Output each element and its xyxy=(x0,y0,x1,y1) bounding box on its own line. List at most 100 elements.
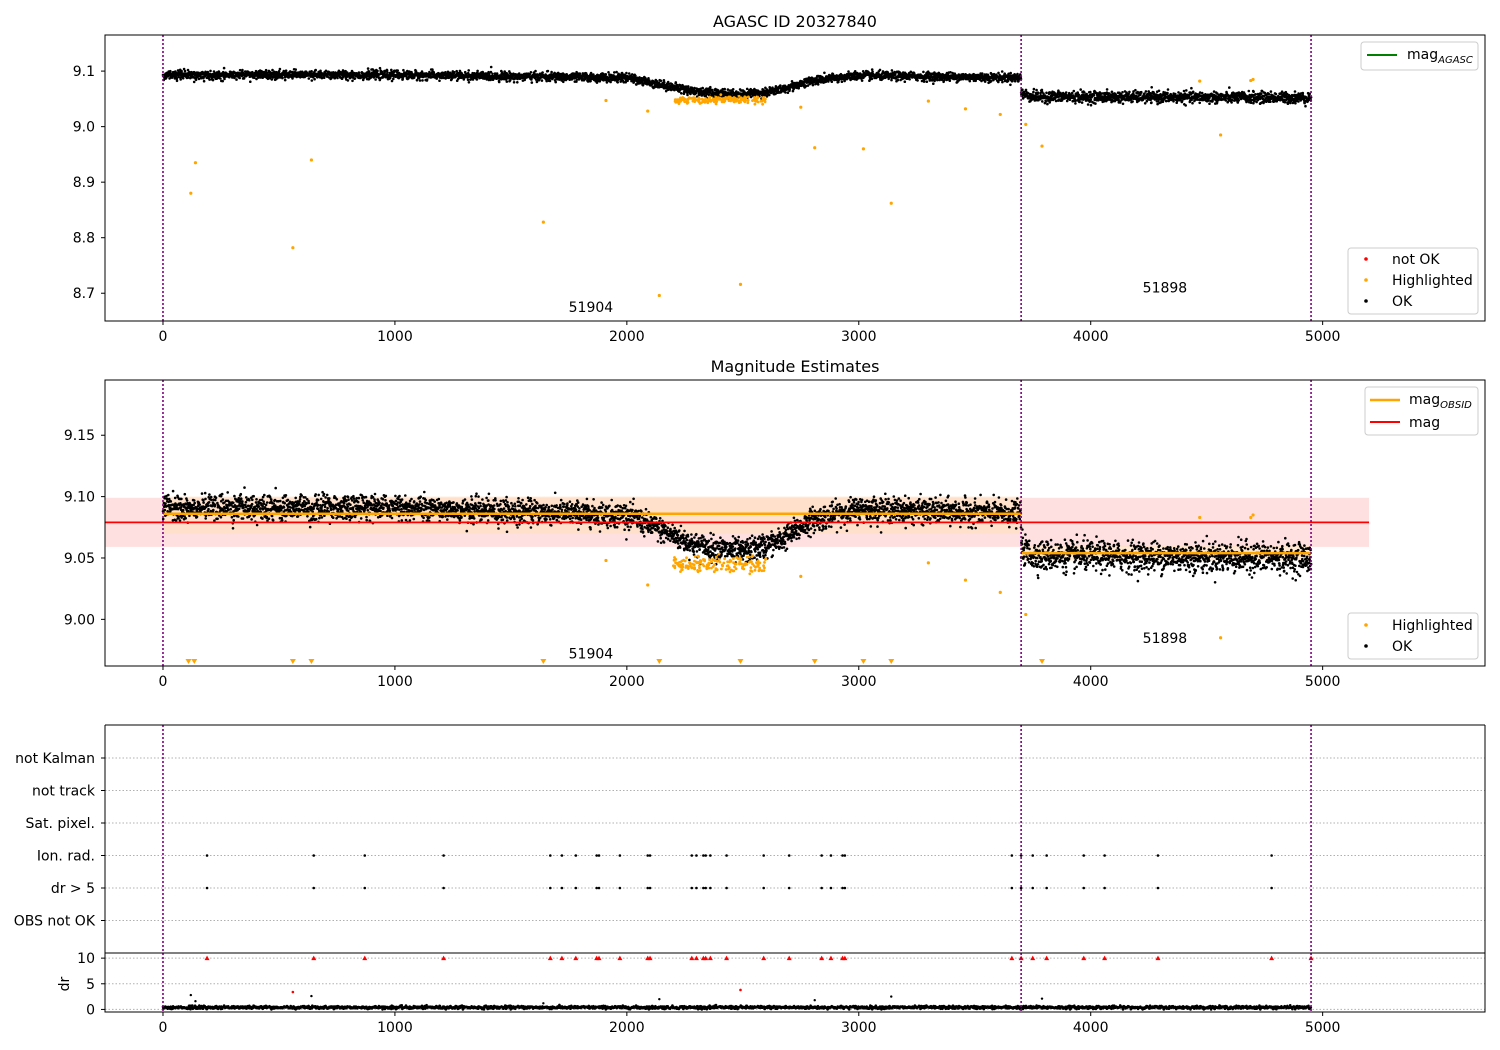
ok-point xyxy=(609,80,612,84)
ok-point xyxy=(241,68,244,72)
ok-point xyxy=(684,85,688,88)
ok-point xyxy=(438,79,441,82)
ok-point xyxy=(211,78,215,82)
ok-point xyxy=(1074,102,1077,105)
ok-point xyxy=(476,69,479,73)
ok-point xyxy=(278,67,282,71)
ok-point xyxy=(1259,92,1263,95)
ok-point xyxy=(1079,88,1082,91)
ok-point xyxy=(1117,98,1120,101)
ok-point xyxy=(222,66,226,70)
ok-point xyxy=(1143,102,1147,105)
ok-point xyxy=(264,68,268,72)
ok-point xyxy=(680,92,683,95)
ok-point xyxy=(376,69,379,73)
ok-point xyxy=(1157,89,1161,93)
ok-point xyxy=(194,78,198,82)
ok-point xyxy=(421,79,424,82)
ok-point xyxy=(337,69,341,73)
ok-point xyxy=(270,78,274,81)
ok-point xyxy=(223,77,226,81)
ok-point xyxy=(392,77,395,81)
ok-point xyxy=(266,77,270,81)
ok-point xyxy=(647,77,650,80)
ok-point xyxy=(530,81,534,84)
ok-point xyxy=(1237,99,1240,102)
ok-point xyxy=(1009,71,1012,75)
ok-point xyxy=(1179,92,1183,95)
ok-point xyxy=(242,77,246,80)
ok-point xyxy=(1224,99,1228,102)
ok-point xyxy=(378,66,382,70)
ok-point xyxy=(1228,86,1231,89)
ok-point xyxy=(251,70,254,74)
ok-point xyxy=(530,78,533,81)
ok-point xyxy=(1294,102,1297,105)
ok-point xyxy=(528,72,531,76)
agasc-panel: AGASC ID 20327840 0 1000 2000 3000 4000 50008… xyxy=(73,12,1486,345)
ok-point xyxy=(255,77,258,81)
ok-point xyxy=(462,78,466,81)
ok-point xyxy=(922,80,926,83)
ok-point xyxy=(182,67,186,71)
ok-point xyxy=(604,73,608,76)
ok-point xyxy=(235,78,238,81)
ok-point xyxy=(613,71,616,74)
ok-point xyxy=(617,72,620,76)
ok-point xyxy=(731,88,735,91)
ok-point xyxy=(1208,102,1211,105)
ok-point xyxy=(916,79,919,82)
ok-point xyxy=(249,80,252,83)
ok-point xyxy=(259,76,262,79)
ok-point xyxy=(890,69,894,72)
ok-point xyxy=(202,79,206,83)
ok-point xyxy=(357,71,361,74)
ok-point xyxy=(307,77,311,80)
ok-point xyxy=(190,70,193,74)
ok-point xyxy=(508,79,512,82)
ok-point xyxy=(936,78,939,82)
ok-point xyxy=(615,70,618,74)
ok-point xyxy=(1009,83,1012,87)
ok-point xyxy=(1184,104,1187,107)
ok-point xyxy=(922,70,925,74)
ok-point xyxy=(467,81,471,84)
ok-point xyxy=(310,70,313,73)
ok-point xyxy=(324,69,328,73)
ok-point xyxy=(1041,100,1044,103)
ok-point xyxy=(630,73,634,76)
ok-point xyxy=(693,86,696,90)
ok-point xyxy=(432,71,436,74)
ok-point xyxy=(989,79,993,83)
ok-point xyxy=(624,80,627,84)
ok-point xyxy=(659,79,663,83)
ok-point xyxy=(209,69,212,73)
ok-point xyxy=(428,70,431,74)
ok-point xyxy=(575,78,579,81)
ok-point xyxy=(1024,88,1028,92)
ok-point xyxy=(475,78,479,81)
ok-point xyxy=(1252,90,1255,93)
ok-point xyxy=(575,80,578,83)
ok-point xyxy=(1072,89,1076,93)
ok-point xyxy=(1174,92,1177,96)
ok-point xyxy=(346,79,350,82)
ok-point xyxy=(283,78,287,82)
ok-point xyxy=(489,65,493,69)
ok-point xyxy=(214,74,218,78)
ok-point xyxy=(932,82,935,85)
ok-point xyxy=(420,70,424,73)
ok-point xyxy=(779,84,782,87)
ok-point xyxy=(847,70,850,73)
ok-point xyxy=(180,69,183,73)
ok-point xyxy=(1070,91,1074,95)
ok-point xyxy=(635,83,638,86)
ok-point xyxy=(616,81,619,84)
ok-point xyxy=(1150,86,1153,89)
ok-point xyxy=(896,78,900,82)
ok-point xyxy=(396,69,400,72)
ok-point xyxy=(562,80,565,84)
ok-point xyxy=(1000,70,1004,73)
ok-point xyxy=(488,72,491,76)
ok-point xyxy=(1269,100,1272,103)
